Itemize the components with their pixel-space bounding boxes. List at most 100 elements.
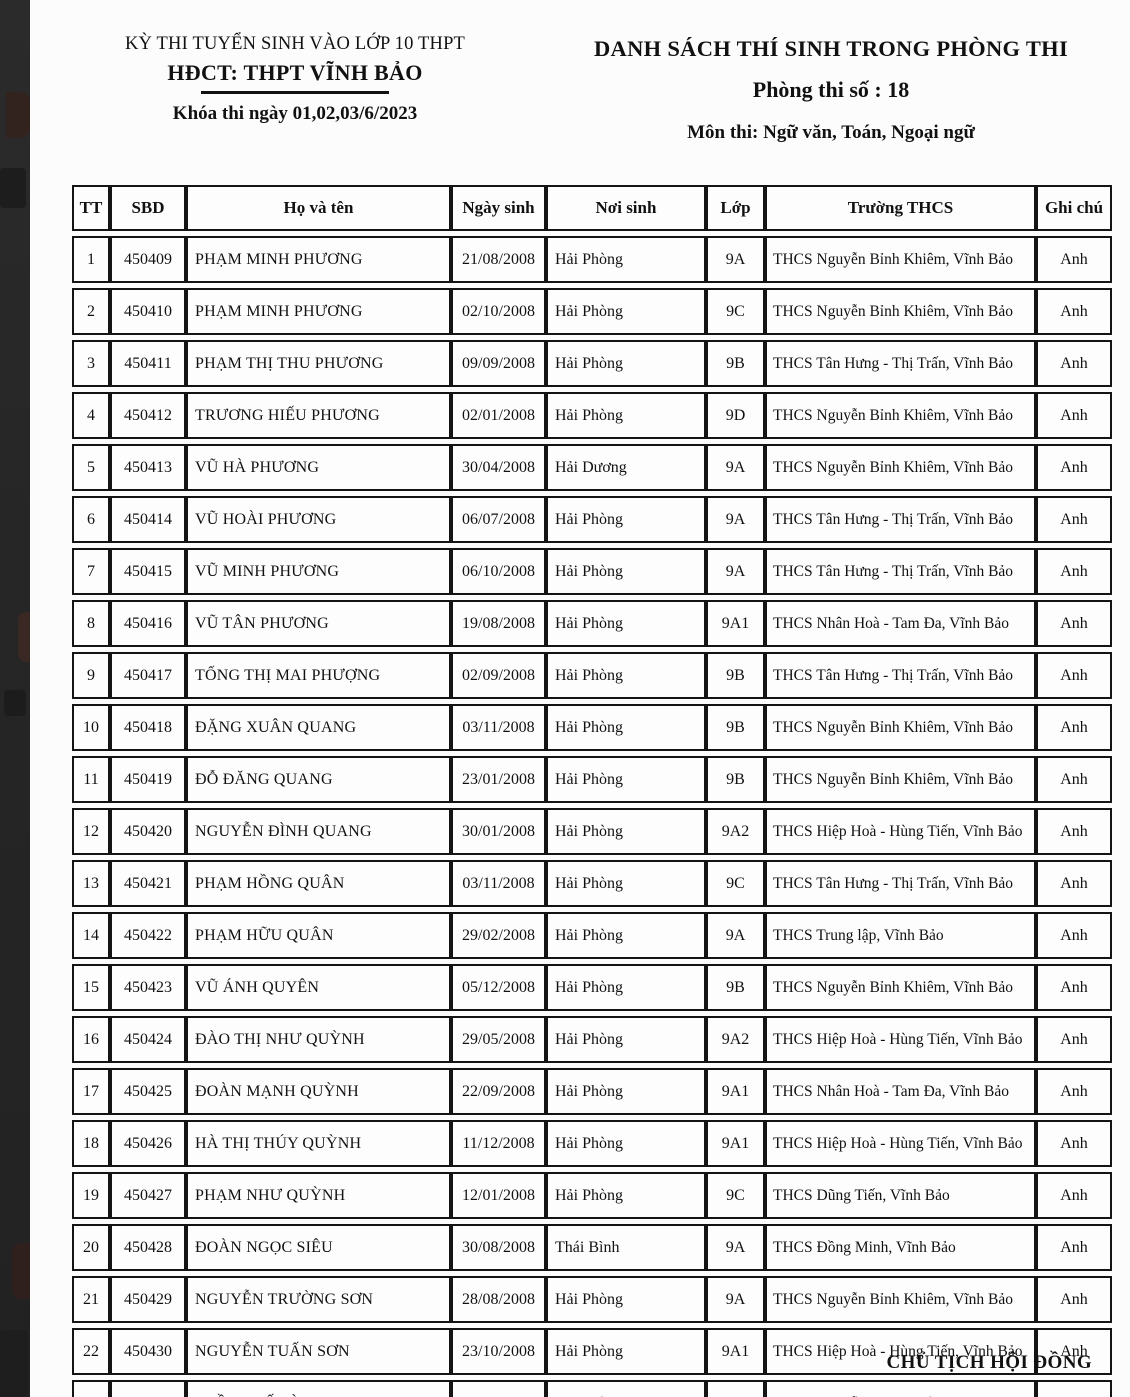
- cell-class: 9A2: [706, 1016, 765, 1063]
- cell-note: Anh: [1036, 912, 1112, 959]
- cell-name: ĐẶNG XUÂN QUANG: [186, 704, 451, 751]
- cell-dob: 06/10/2008: [451, 548, 546, 595]
- cell-sbd: 450425: [110, 1068, 186, 1115]
- cell-dob: 19/08/2008: [451, 600, 546, 647]
- column-header-birthplace: Nơi sinh: [546, 185, 706, 231]
- cell-tt: 12: [72, 808, 110, 855]
- table-header-row: TT SBD Họ và tên Ngày sinh Nơi sinh Lớp Trường…: [72, 185, 1112, 231]
- cell-tt: 8: [72, 600, 110, 647]
- column-header-school: Trường THCS: [765, 185, 1036, 231]
- cell-note: Anh: [1036, 1328, 1112, 1375]
- scan-edge-strip: [0, 0, 30, 1397]
- cell-dob: 21/08/2008: [451, 236, 546, 283]
- cell-name: ĐOÀN MẠNH QUỲNH: [186, 1068, 451, 1115]
- cell-birthplace: Thái Bình: [546, 1224, 706, 1271]
- table-row: 22 450430 NGUYỄN TUẤN SƠN 23/10/2008 Hải Phò…: [72, 1328, 1112, 1375]
- cell-tt: 9: [72, 652, 110, 699]
- table-row: 6 450414 VŨ HOÀI PHƯƠNG 06/07/2008 Hải Phòng…: [72, 496, 1112, 543]
- cell-school: THCS Tân Hưng - Thị Trấn, Vĩnh Bảo: [765, 652, 1036, 699]
- cell-class: 9A: [706, 1276, 765, 1323]
- table-row: 10 450418 ĐẶNG XUÂN QUANG 03/11/2008 Hải Phò…: [72, 704, 1112, 751]
- cell-class: 9D: [706, 392, 765, 439]
- cell-dob: 30/04/2008: [451, 444, 546, 491]
- exam-dates: Khóa thi ngày 01,02,03/6/2023: [172, 103, 418, 124]
- cell-school: THCS Nguyễn Bỉnh Khiêm, Vĩnh Bảo: [765, 392, 1036, 439]
- cell-class: 9B: [706, 652, 765, 699]
- cell-dob: 30/01/2008: [451, 808, 546, 855]
- cell-birthplace: Hải Phòng: [546, 1068, 706, 1115]
- document-body: KỲ THI TUYỂN SINH VÀO LỚP 10 THPT HĐCT: …: [30, 0, 1130, 1397]
- cell-school: THCS Tân Hưng - Thị Trấn, Vĩnh Bảo: [765, 340, 1036, 387]
- cell-dob: 02/09/2008: [451, 652, 546, 699]
- cell-sbd: 450414: [110, 496, 186, 543]
- cell-sbd: 450415: [110, 548, 186, 595]
- cell-school: THCS Tân Hưng - Thị Trấn, Vĩnh Bảo: [765, 860, 1036, 907]
- cell-note: Anh: [1036, 288, 1112, 335]
- cell-school: THCS Dũng Tiến, Vĩnh Bảo: [765, 1172, 1036, 1219]
- cell-class: 9B: [706, 756, 765, 803]
- column-header-tt: TT: [72, 185, 110, 231]
- cell-tt: 11: [72, 756, 110, 803]
- cell-note: Anh: [1036, 1016, 1112, 1063]
- cell-sbd: 450418: [110, 704, 186, 751]
- cell-class: 9A: [706, 236, 765, 283]
- cell-school: THCS Hiệp Hoà - Hùng Tiến, Vĩnh Bảo: [765, 808, 1036, 855]
- cell-dob: 03/11/2008: [451, 860, 546, 907]
- cell-note: Anh: [1036, 340, 1112, 387]
- cell-sbd: 450431: [110, 1380, 186, 1397]
- table-row: 13 450421 PHẠM HỒNG QUÂN 03/11/2008 Hải Phòn…: [72, 860, 1112, 907]
- scan-artifact: [18, 612, 30, 662]
- table-row: 20 450428 ĐOÀN NGỌC SIÊU 30/08/2008 Thái Bìn…: [72, 1224, 1112, 1271]
- cell-note: Anh: [1036, 600, 1112, 647]
- cell-sbd: 450416: [110, 600, 186, 647]
- cell-birthplace: Hải Phòng: [546, 756, 706, 803]
- cell-birthplace: Hải Phòng: [546, 1172, 706, 1219]
- cell-sbd: 450424: [110, 1016, 186, 1063]
- cell-name: ĐÀO THỊ NHƯ QUỲNH: [186, 1016, 451, 1063]
- table-row: 9 450417 TỐNG THỊ MAI PHƯỢNG 02/09/2008 Hải …: [72, 652, 1112, 699]
- cell-name: ĐOÀN NGỌC SIÊU: [186, 1224, 451, 1271]
- table-body: 1 450409 PHẠM MINH PHƯƠNG 21/08/2008 Hải Phò…: [72, 236, 1112, 1397]
- cell-note: Anh: [1036, 1068, 1112, 1115]
- cell-class: 9A1: [706, 1120, 765, 1167]
- cell-name: PHẠM MINH PHƯƠNG: [186, 288, 451, 335]
- cell-school: THCS Hiệp Hoà - Hùng Tiến, Vĩnh Bảo: [765, 1120, 1036, 1167]
- cell-tt: 5: [72, 444, 110, 491]
- exam-title: KỲ THI TUYỂN SINH VÀO LỚP 10 THPT: [124, 34, 466, 54]
- table-row: 2 450410 PHẠM MINH PHƯƠNG 02/10/2008 Hải Phò…: [72, 288, 1112, 335]
- table-row: 21 450429 NGUYỄN TRƯỜNG SƠN 28/08/2008 Hải P…: [72, 1276, 1112, 1323]
- cell-tt: 13: [72, 860, 110, 907]
- header-left-block: KỲ THI TUYỂN SINH VÀO LỚP 10 THPT HĐCT: …: [70, 34, 520, 125]
- cell-class: 9A: [706, 548, 765, 595]
- cell-note: Anh: [1036, 392, 1112, 439]
- cell-birthplace: Hải Phòng: [546, 912, 706, 959]
- cell-class: 9A2: [706, 808, 765, 855]
- cell-name: VŨ HOÀI PHƯƠNG: [186, 496, 451, 543]
- table-row: 15 450423 VŨ ÁNH QUYÊN 05/12/2008 Hải Phòng 9…: [72, 964, 1112, 1011]
- cell-class: 9C: [706, 1172, 765, 1219]
- cell-tt: 3: [72, 340, 110, 387]
- cell-note: Anh: [1036, 652, 1112, 699]
- cell-note: Anh: [1036, 860, 1112, 907]
- cell-name: VŨ HÀ PHƯƠNG: [186, 444, 451, 491]
- cell-sbd: 450410: [110, 288, 186, 335]
- cell-class: 9A: [706, 912, 765, 959]
- cell-school: THCS Nguyễn Bỉnh Khiêm, Vĩnh Bảo: [765, 236, 1036, 283]
- cell-dob: 21/11/2008: [451, 1380, 546, 1397]
- cell-tt: 19: [72, 1172, 110, 1219]
- cell-school: THCS Nguyễn Bỉnh Khiêm, Vĩnh Bảo: [765, 1276, 1036, 1323]
- list-title: DANH SÁCH THÍ SINH TRONG PHÒNG THI: [593, 36, 1069, 61]
- cell-name: NGUYỄN TRƯỜNG SƠN: [186, 1276, 451, 1323]
- cell-school: THCS Nguyễn Bỉnh Khiêm, Vĩnh Bảo: [765, 964, 1036, 1011]
- table-row: 18 450426 HÀ THỊ THÚY QUỲNH 11/12/2008 Hải P…: [72, 1120, 1112, 1167]
- cell-tt: 7: [72, 548, 110, 595]
- cell-school: THCS Nguyễn Bỉnh Khiêm, Vĩnh Bảo: [765, 288, 1036, 335]
- cell-name: TỐNG THỊ MAI PHƯỢNG: [186, 652, 451, 699]
- cell-dob: 03/11/2008: [451, 704, 546, 751]
- cell-name: NGUYỄN ĐÌNH QUANG: [186, 808, 451, 855]
- cell-tt: 14: [72, 912, 110, 959]
- cell-school: THCS Nhân Hoà - Tam Đa, Vĩnh Bảo: [765, 1068, 1036, 1115]
- column-header-sbd: SBD: [110, 185, 186, 231]
- cell-school: THCS Hiệp Hoà - Hùng Tiến, Vĩnh Bảo: [765, 1016, 1036, 1063]
